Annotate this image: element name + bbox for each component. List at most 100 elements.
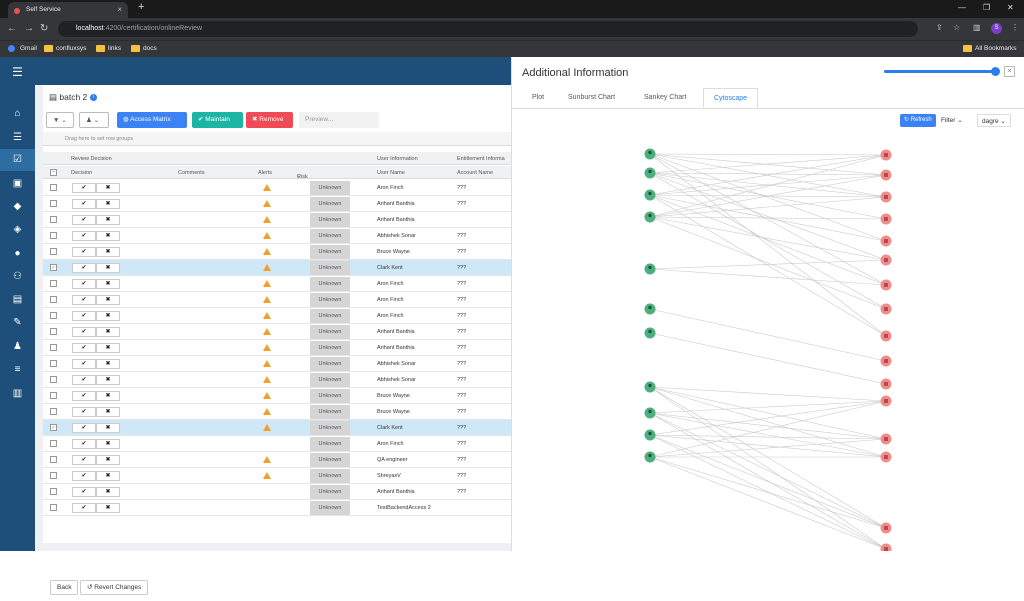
revoke-button[interactable]: ✖ — [96, 215, 120, 225]
sidepanel-icon[interactable]: ▥ — [973, 23, 981, 32]
hamburger-menu-icon[interactable]: ☰ — [12, 65, 23, 79]
table-row[interactable]: ✓ ✔ ✖ Unknown Clark Kent??? — [43, 420, 511, 436]
row-checkbox[interactable] — [50, 408, 57, 415]
warning-icon[interactable] — [263, 216, 271, 223]
row-checkbox[interactable] — [50, 216, 57, 223]
row-checkbox[interactable] — [50, 312, 57, 319]
row-checkbox[interactable] — [50, 392, 57, 399]
share-icon[interactable]: ⇪ — [936, 23, 943, 32]
bookmark-gmail[interactable]: Gmail — [8, 45, 37, 52]
back-arrow-icon[interactable]: ← — [7, 23, 17, 34]
close-panel-button[interactable]: × — [1004, 66, 1015, 77]
database-icon[interactable]: ☰ — [13, 132, 22, 143]
row-checkbox[interactable] — [50, 488, 57, 495]
warning-icon[interactable] — [263, 408, 271, 415]
row-checkbox[interactable] — [50, 456, 57, 463]
browser-tab[interactable]: Self Service × — [8, 2, 128, 18]
warning-icon[interactable] — [263, 360, 271, 367]
row-checkbox[interactable] — [50, 328, 57, 335]
filter-select[interactable]: Filter ⌄ — [937, 114, 967, 127]
assignee-dropdown[interactable]: ♟ ⌄ — [79, 112, 109, 128]
restore-icon[interactable]: ❐ — [983, 3, 991, 12]
table-row[interactable]: ✔ ✖ Unknown Arihant Banthia??? — [43, 196, 511, 212]
menu-dots-icon[interactable]: ⋮ — [1011, 23, 1019, 32]
approve-button[interactable]: ✔ — [72, 327, 96, 337]
approve-button[interactable]: ✔ — [72, 439, 96, 449]
chart-icon[interactable]: ▥ — [12, 388, 23, 399]
cytoscape-graph[interactable] — [512, 132, 1024, 551]
close-tab-icon[interactable]: × — [117, 5, 122, 14]
warning-icon[interactable] — [263, 184, 271, 191]
revoke-button[interactable]: ✖ — [96, 279, 120, 289]
warning-icon[interactable] — [263, 328, 271, 335]
clipboard-icon[interactable]: ▤ — [12, 294, 23, 305]
forward-arrow-icon[interactable]: → — [24, 23, 34, 34]
approve-button[interactable]: ✔ — [72, 487, 96, 497]
avatar[interactable]: S — [991, 23, 1002, 34]
preview-button[interactable]: Preview... — [299, 112, 379, 128]
roles-icon[interactable]: ▣ — [12, 178, 23, 189]
warning-icon[interactable] — [263, 200, 271, 207]
row-checkbox[interactable]: ✓ — [50, 264, 57, 271]
approve-button[interactable]: ✔ — [72, 375, 96, 385]
row-checkbox[interactable] — [50, 280, 57, 287]
approve-button[interactable]: ✔ — [72, 215, 96, 225]
info-icon[interactable]: i — [89, 94, 97, 102]
table-row[interactable]: ✔ ✖ Unknown Bruce Wayne??? — [43, 388, 511, 404]
sliders-icon[interactable]: ≡ — [14, 364, 21, 375]
row-checkbox[interactable] — [50, 504, 57, 511]
approve-button[interactable]: ✔ — [72, 455, 96, 465]
minimize-icon[interactable]: — — [958, 3, 966, 12]
warning-icon[interactable] — [263, 280, 271, 287]
address-bar[interactable]: localhost:4200/certification/onlineRevie… — [58, 21, 918, 37]
revert-changes-button[interactable]: ↺ Revert Changes — [80, 580, 149, 595]
table-row[interactable]: ✔ ✖ Unknown Arihant Banthia??? — [43, 324, 511, 340]
table-row[interactable]: ✔ ✖ Unknown Bruce Wayne??? — [43, 244, 511, 260]
revoke-button[interactable]: ✖ — [96, 359, 120, 369]
tab-sunburst[interactable]: Sunburst Chart — [568, 94, 616, 101]
new-tab-icon[interactable]: + — [138, 1, 145, 13]
access-matrix-button[interactable]: ◍ Access Matrix — [117, 112, 187, 128]
table-row[interactable]: ✔ ✖ Unknown Aron Finch??? — [43, 436, 511, 452]
table-row[interactable]: ✔ ✖ Unknown Arihant Banthia??? — [43, 340, 511, 356]
approve-button[interactable]: ✔ — [72, 295, 96, 305]
revoke-button[interactable]: ✖ — [96, 471, 120, 481]
tab-sankey[interactable]: Sankey Chart — [644, 94, 687, 101]
warning-icon[interactable] — [263, 456, 271, 463]
all-bookmarks[interactable]: All Bookmarks — [963, 45, 1017, 52]
approve-button[interactable]: ✔ — [72, 407, 96, 417]
row-checkbox[interactable]: ✓ — [50, 424, 57, 431]
reload-icon[interactable]: ↻ — [40, 23, 49, 34]
revoke-button[interactable]: ✖ — [96, 487, 120, 497]
select-all-checkbox[interactable]: – — [50, 169, 57, 176]
approve-button[interactable]: ✔ — [72, 471, 96, 481]
revoke-button[interactable]: ✖ — [96, 231, 120, 241]
revoke-button[interactable]: ✖ — [96, 375, 120, 385]
revoke-button[interactable]: ✖ — [96, 247, 120, 257]
col-decision[interactable]: Decision — [71, 170, 93, 176]
tab-cytoscape[interactable]: Cytoscape — [703, 88, 759, 108]
revoke-button[interactable]: ✖ — [96, 455, 120, 465]
approve-button[interactable]: ✔ — [72, 247, 96, 257]
bookmark-docs[interactable]: docs — [131, 45, 157, 52]
remove-button[interactable]: ✖ Remove — [246, 112, 293, 128]
col-user-name[interactable]: User Name — [377, 170, 405, 176]
warning-icon[interactable] — [263, 376, 271, 383]
row-group-dropzone[interactable]: Drag here to set row groups — [43, 132, 511, 146]
row-checkbox[interactable] — [50, 184, 57, 191]
approve-button[interactable]: ✔ — [72, 503, 96, 513]
layout-select[interactable]: dagre ⌄ — [977, 114, 1011, 127]
table-row[interactable]: ✔ ✖ Unknown Aron Finch??? — [43, 276, 511, 292]
revoke-button[interactable]: ✖ — [96, 199, 120, 209]
approve-button[interactable]: ✔ — [72, 311, 96, 321]
row-checkbox[interactable] — [50, 296, 57, 303]
revoke-button[interactable]: ✖ — [96, 439, 120, 449]
table-row[interactable]: ✔ ✖ Unknown QA engineer??? — [43, 452, 511, 468]
ticket-icon[interactable]: ✎ — [13, 317, 22, 328]
table-row[interactable]: ✔ ✖ Unknown Arihant Banthia??? — [43, 484, 511, 500]
close-window-icon[interactable]: ✕ — [1007, 3, 1014, 12]
warning-icon[interactable] — [263, 296, 271, 303]
star-icon[interactable]: ☆ — [953, 23, 961, 32]
warning-icon[interactable] — [263, 312, 271, 319]
revoke-button[interactable]: ✖ — [96, 391, 120, 401]
